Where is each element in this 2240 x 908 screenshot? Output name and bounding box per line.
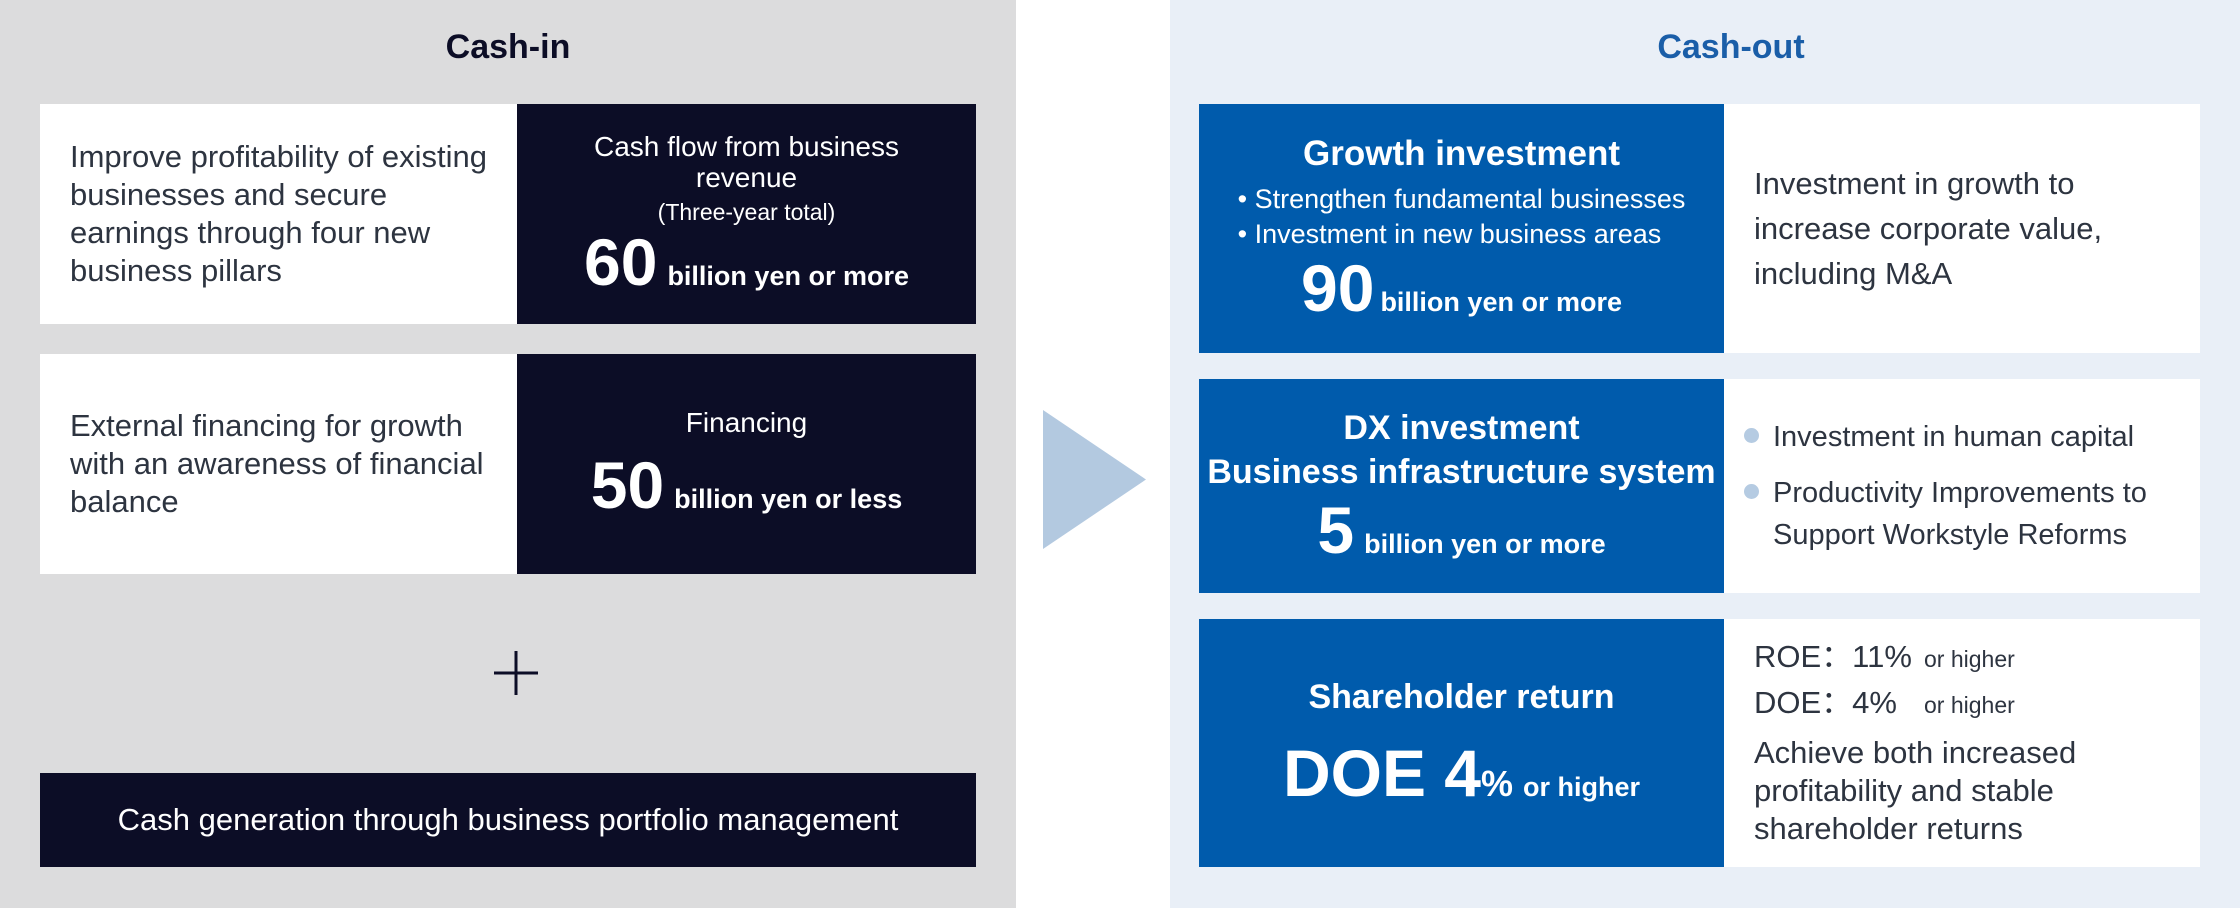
bullet: • Investment in new business areas — [1237, 218, 1662, 249]
summary: Achieve both increased profitability and… — [1754, 735, 2077, 846]
detail: Investment in human capital — [1744, 416, 2134, 458]
bullets: • Strengthen fundamental businesses • In… — [1238, 182, 1686, 252]
target: DOE：4% or higher — [1754, 684, 2015, 724]
detail: Productivity Improvements to Support Wor… — [1744, 472, 2170, 556]
description-text: External financing for growth with an aw… — [70, 408, 484, 519]
unit: billion yen or more — [667, 260, 909, 291]
qualifier: or higher — [1924, 692, 2015, 718]
target: ROE：11% or higher — [1754, 638, 2015, 678]
amount-row: 90 billion yen or more — [1301, 252, 1622, 324]
description-text: Improve profitability of existing busine… — [70, 139, 487, 288]
arrow — [1043, 410, 1146, 549]
amount: 60 — [584, 224, 658, 299]
bullet-dot — [1744, 484, 1759, 499]
shareholder-box: Shareholder return DOE 4% or higher — [1199, 619, 1724, 867]
panel-title: Cash-in — [445, 28, 571, 66]
amount: 90 — [1301, 250, 1375, 325]
title: Growth investment — [1303, 133, 1620, 173]
amount: 50 — [590, 448, 665, 522]
details: Investment in human capital Productivity… — [1724, 379, 2200, 593]
plus-sign — [494, 651, 538, 695]
amount-box: Cash flow from business revenue (Three-y… — [517, 104, 976, 324]
label: Cash flow from business revenue — [593, 130, 899, 193]
note: (Three-year total) — [657, 198, 836, 225]
description: External financing for growth with an aw… — [40, 354, 517, 574]
description: Investment in growth to increase corpora… — [1724, 104, 2200, 353]
unit: billion yen or more — [1364, 529, 1606, 559]
cash-in-panel: Cash-in Improve profitability of existin… — [0, 0, 1016, 908]
targets: ROE：11% or higher DOE：4% or higher Achieve… — [1724, 619, 2200, 867]
target-label: DOE：4% — [1754, 685, 1897, 720]
label: Financing — [685, 407, 808, 438]
footer: Cash generation through business portfol… — [117, 802, 899, 837]
qualifier: or higher — [1924, 646, 2015, 672]
bullet-dot — [1744, 428, 1759, 443]
unit: billion yen or less — [674, 484, 903, 514]
title: Shareholder return — [1308, 677, 1615, 716]
title: DX investment — [1343, 409, 1580, 447]
amount-row: 5 billion yen or more — [1317, 494, 1605, 566]
cash-out-panel: Cash-out Growth investment • Strengthen … — [1170, 0, 2240, 908]
target-label: ROE：11% — [1754, 639, 1912, 674]
dx-box: DX investment Business infrastructure sy… — [1199, 379, 1724, 593]
unit: or higher — [1523, 771, 1641, 802]
amount-row: 60 billion yen or more — [584, 226, 909, 298]
description-text: Investment in growth to increase corpora… — [1754, 166, 2103, 291]
detail-text: Productivity Improvements to Support Wor… — [1773, 477, 2147, 551]
symbol: % — [1481, 762, 1514, 804]
panel-title: Cash-out — [1657, 28, 1805, 66]
detail-text: Investment in human capital — [1773, 421, 2135, 453]
description: Improve profitability of existing busine… — [40, 104, 517, 324]
amount-row: 50 billion yen or less — [591, 449, 903, 521]
unit: billion yen or more — [1380, 286, 1622, 317]
bullet: • Strengthen fundamental businesses — [1237, 183, 1686, 214]
amount: 5 — [1317, 493, 1355, 567]
growth-box: Growth investment • Strengthen fundament… — [1199, 104, 1724, 353]
title: Business infrastructure system — [1207, 453, 1716, 491]
amount: DOE 4 — [1282, 735, 1482, 810]
footer-box: Cash generation through business portfol… — [40, 773, 976, 867]
amount-box: Financing 50 billion yen or less — [517, 354, 976, 574]
amount-row: DOE 4% or higher — [1283, 737, 1640, 809]
